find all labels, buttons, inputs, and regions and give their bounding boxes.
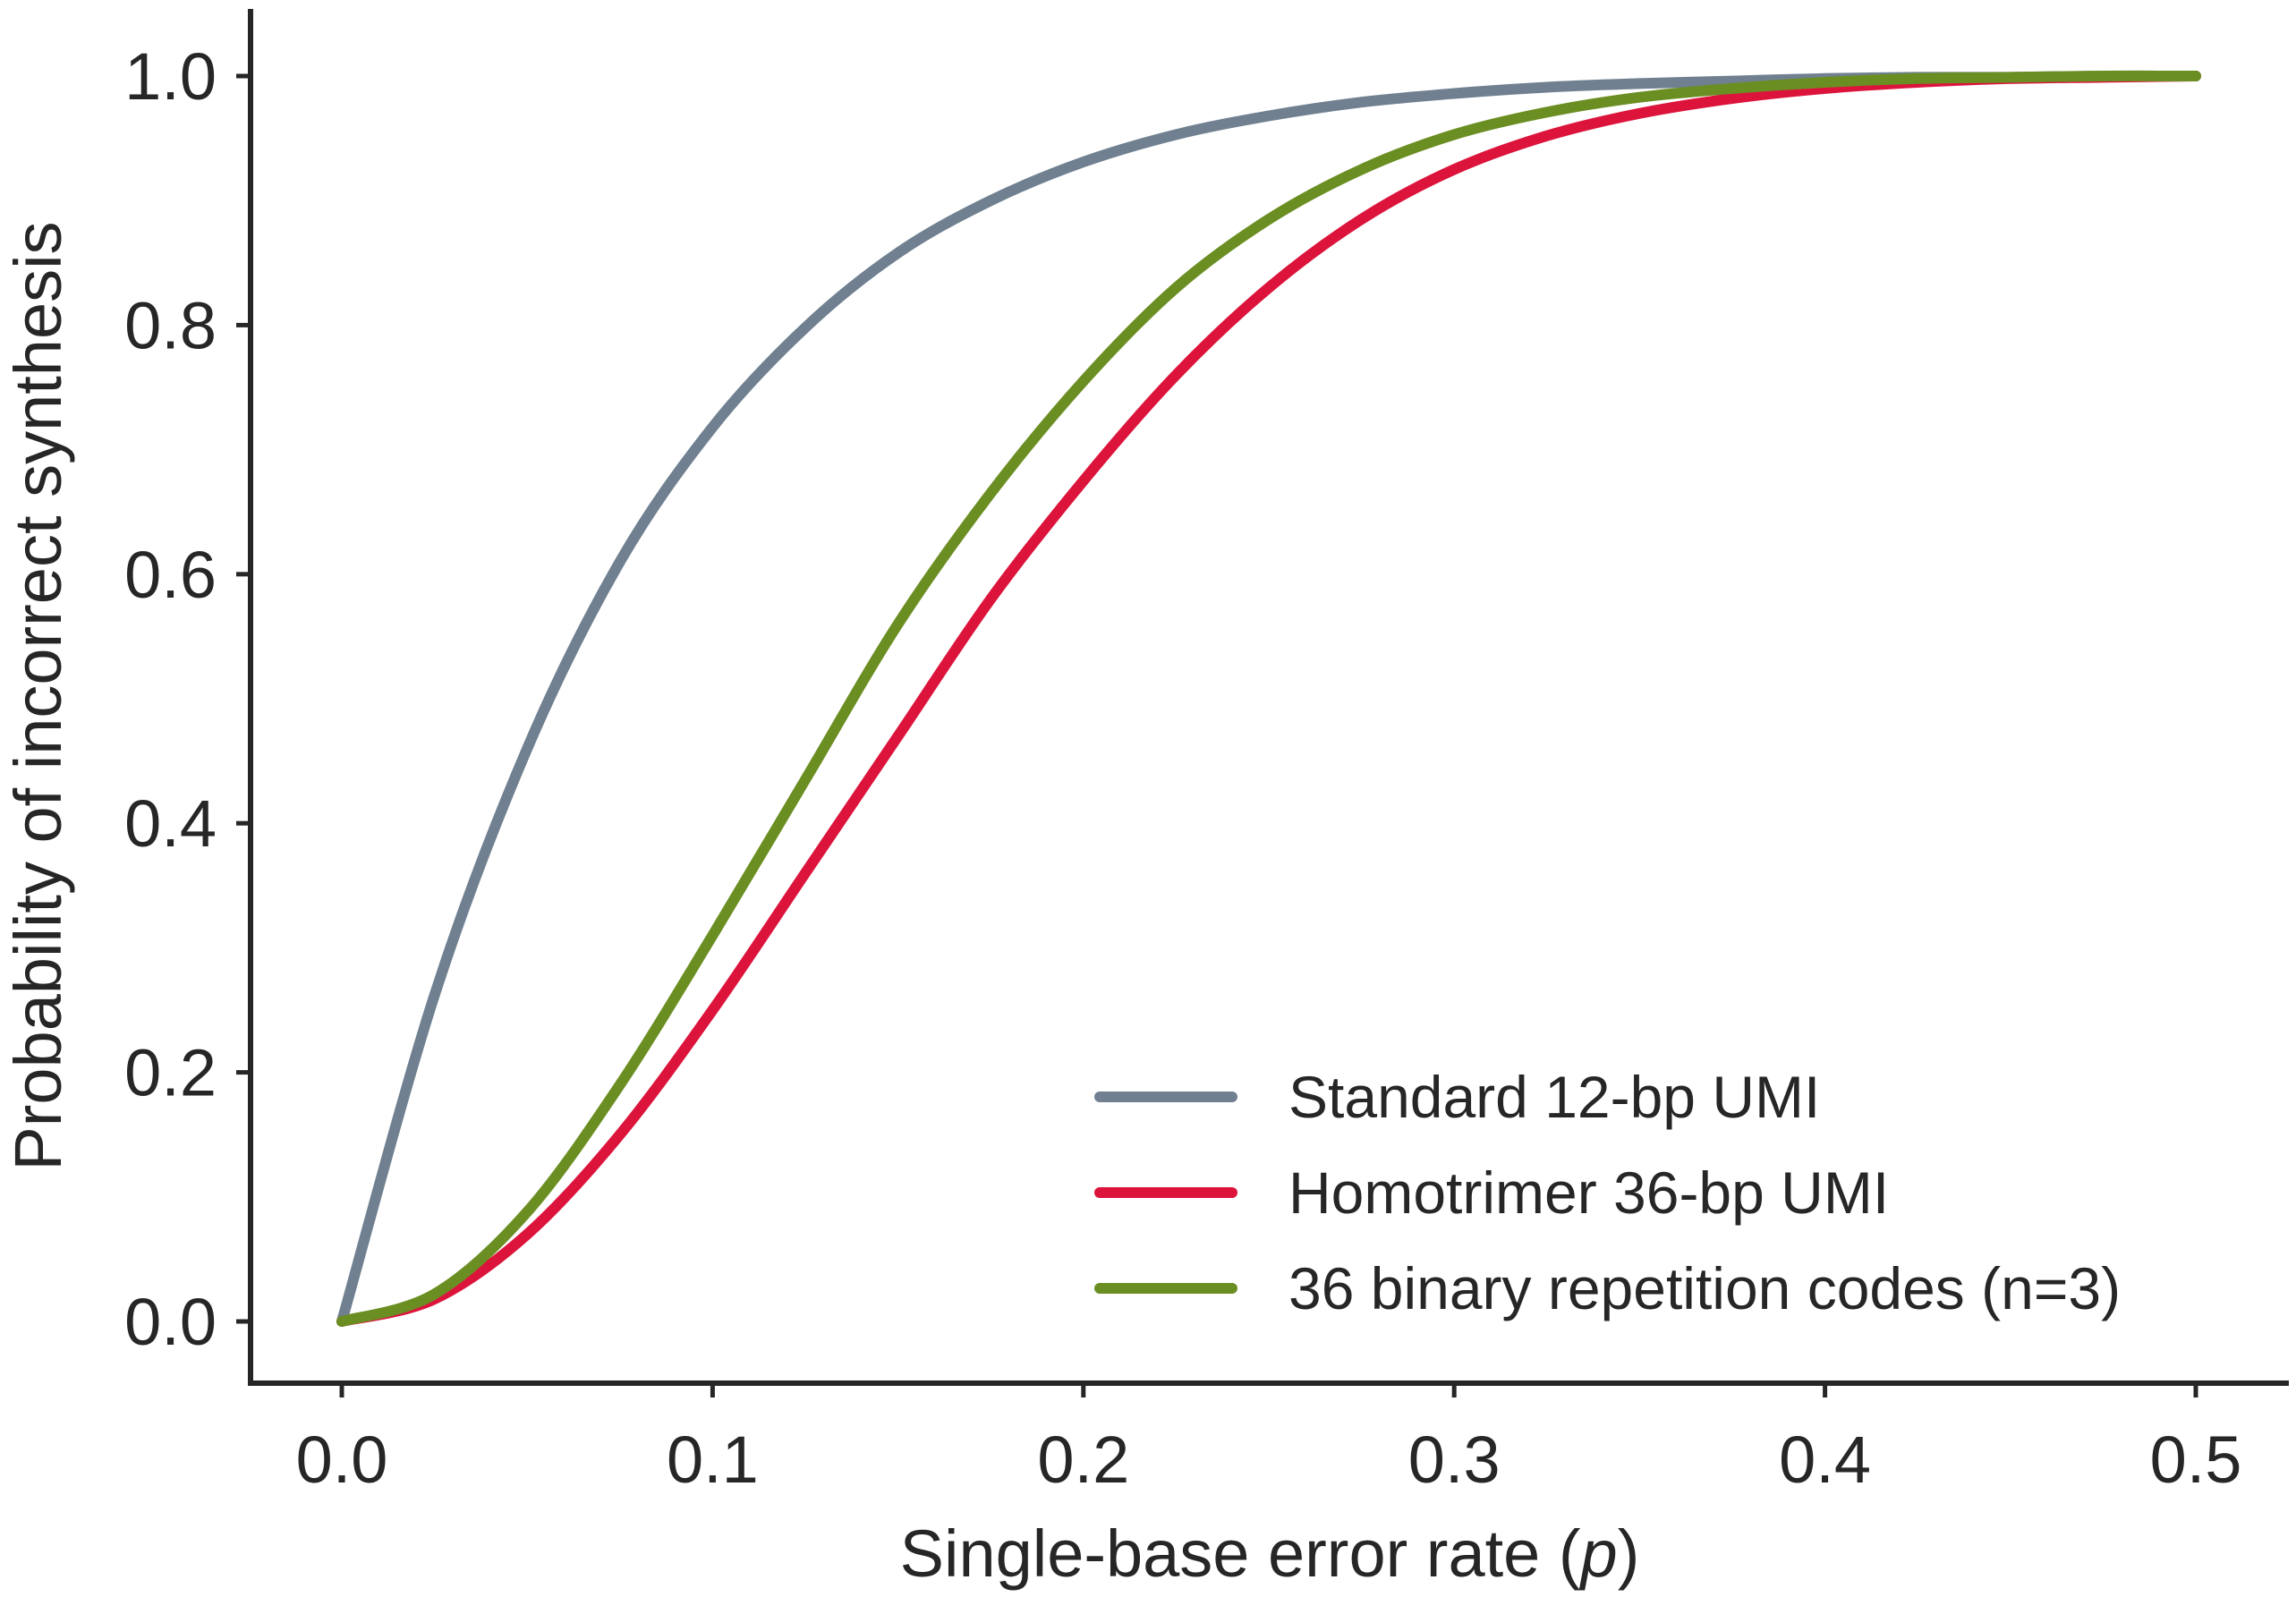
x-tick-label: 0.1 bbox=[667, 1423, 759, 1497]
y-tick-label: 1.0 bbox=[124, 39, 217, 114]
x-tick-label: 0.5 bbox=[2150, 1423, 2242, 1497]
y-tick-label: 0.4 bbox=[124, 786, 217, 861]
y-tick-label: 0.2 bbox=[124, 1036, 217, 1110]
x-tick-label: 0.4 bbox=[1779, 1423, 1871, 1497]
legend-label-2: Homotrimer 36-bp UMI bbox=[1288, 1160, 1889, 1226]
y-tick-label: 0.0 bbox=[124, 1285, 217, 1359]
y-axis-title: Probability of incorrect synthesis bbox=[1, 221, 75, 1170]
y-tick-label: 0.6 bbox=[124, 538, 217, 612]
y-tick-label: 0.8 bbox=[124, 288, 217, 362]
x-tick-label: 0.0 bbox=[296, 1423, 388, 1497]
x-axis-title: Single-base error rate (p) bbox=[900, 1516, 1640, 1591]
legend-label-3: 36 binary repetition codes (n=3) bbox=[1288, 1255, 2121, 1321]
legend-label-1: Standard 12-bp UMI bbox=[1288, 1064, 1820, 1130]
series-line-3 bbox=[336, 70, 2201, 1327]
x-tick-label: 0.2 bbox=[1037, 1423, 1129, 1497]
series-line-2 bbox=[336, 71, 2201, 1327]
x-tick-label: 0.3 bbox=[1408, 1423, 1501, 1497]
